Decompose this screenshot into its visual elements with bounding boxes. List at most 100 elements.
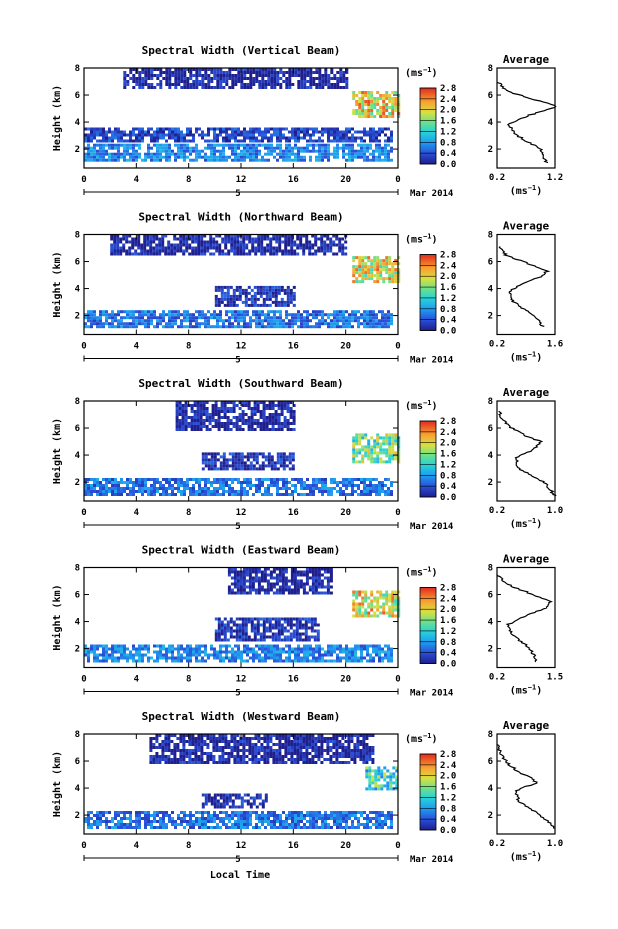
heatmap-cell — [261, 644, 264, 648]
heatmap-cell — [140, 249, 144, 253]
heatmap-cell — [387, 325, 390, 329]
heatmap-cell — [354, 130, 357, 134]
heatmap-cell — [149, 252, 153, 256]
heatmap-cell — [341, 246, 345, 250]
heatmap-cell — [387, 487, 390, 490]
heatmap-cell — [261, 452, 265, 456]
heatmap-cell — [213, 68, 217, 71]
heatmap-cell — [297, 127, 300, 131]
heatmap-cell — [370, 265, 374, 269]
heatmap-cell — [246, 83, 250, 86]
heatmap-cell — [360, 322, 363, 326]
heatmap-cell — [309, 77, 313, 80]
heatmap-cell — [318, 310, 321, 314]
heatmap-cell — [102, 146, 105, 150]
heatmap-cell — [189, 83, 193, 86]
heatmap-cell — [147, 155, 150, 159]
heatmap-cell — [99, 659, 102, 663]
heatmap-cell — [252, 127, 255, 131]
heatmap-cell — [361, 112, 365, 115]
heatmap-cell — [358, 280, 362, 284]
heatmap-cell — [285, 127, 288, 131]
x-tick-label: 8 — [186, 675, 191, 685]
heatmap-cell — [191, 234, 195, 238]
heatmap-cell — [336, 83, 340, 86]
heatmap-cell — [204, 644, 207, 648]
heatmap-cell — [250, 300, 254, 304]
heatmap-cell — [336, 152, 339, 156]
heatmap-cell — [381, 659, 384, 663]
heatmap-cell — [222, 493, 225, 496]
heatmap-cell — [251, 246, 255, 250]
heatmap-cell — [164, 246, 168, 250]
heatmap-cell — [312, 139, 315, 143]
heatmap-cell — [255, 127, 258, 131]
heatmap-cell — [174, 152, 177, 156]
heatmap-cell — [176, 243, 180, 247]
heatmap-cell — [330, 653, 333, 657]
heatmap-cell — [158, 246, 162, 250]
heatmap-cell — [162, 325, 165, 329]
heatmap-cell — [189, 650, 192, 654]
heatmap-cell — [226, 422, 230, 425]
heatmap-cell — [351, 149, 354, 153]
heatmap-cell — [183, 325, 186, 329]
heatmap-cell — [184, 425, 188, 428]
heatmap-cell — [355, 596, 359, 600]
heatmap-cell — [231, 313, 234, 317]
heatmap-cell — [342, 478, 345, 481]
heatmap-cell — [131, 237, 135, 241]
heatmap-cell — [231, 152, 234, 156]
heatmap-cell — [363, 143, 366, 147]
heatmap-cell — [309, 653, 312, 657]
heatmap-cell — [305, 234, 309, 238]
heatmap-cell — [361, 596, 365, 600]
heatmap-cell — [217, 425, 221, 428]
heatmap-cell — [99, 155, 102, 159]
heatmap-cell — [342, 316, 345, 320]
heatmap-cell — [84, 127, 87, 131]
heatmap-cell — [358, 451, 362, 455]
heatmap-cell — [181, 428, 185, 431]
heatmap-cell — [219, 653, 222, 657]
heatmap-cell — [385, 602, 389, 606]
heatmap-cell — [276, 146, 279, 150]
heatmap-cell — [390, 650, 393, 654]
heatmap-cell — [197, 249, 201, 253]
heatmap-cell — [279, 322, 282, 326]
heatmap-cell — [231, 478, 234, 481]
heatmap-cell — [245, 246, 249, 250]
heatmap-cell — [237, 644, 240, 648]
heatmap-cell — [355, 608, 359, 612]
heatmap-cell — [113, 252, 117, 256]
heatmap-cell — [253, 291, 257, 295]
heatmap-cell — [387, 319, 390, 323]
heatmap-cell — [256, 632, 260, 636]
heatmap-cell — [266, 591, 270, 595]
heatmap-cell — [283, 404, 287, 407]
heatmap-cell — [307, 635, 311, 639]
heatmap-cell — [300, 316, 303, 320]
heatmap-cell — [379, 451, 383, 455]
heatmap-cell — [273, 322, 276, 326]
heatmap-cell — [273, 484, 276, 487]
heatmap-cell — [226, 407, 230, 410]
y-tick-label: 4 — [75, 285, 81, 295]
heatmap-cell — [147, 644, 150, 648]
heatmap-cell — [364, 112, 368, 115]
heatmap-cell — [341, 252, 345, 256]
heatmap-cell — [229, 632, 233, 636]
heatmap-cell — [119, 237, 123, 241]
heatmap-cell — [213, 467, 217, 471]
heatmap-cell — [219, 478, 222, 481]
heatmap-cell — [273, 133, 276, 137]
heatmap-cell — [390, 490, 393, 493]
heatmap-cell — [218, 249, 222, 253]
heatmap-cell — [186, 130, 189, 134]
heatmap-cell — [333, 136, 336, 140]
heatmap-cell — [308, 249, 312, 253]
heatmap-cell — [294, 74, 298, 77]
heatmap-cell — [360, 146, 363, 150]
beam-panel-3: Spectral Width (Eastward Beam)0 4 8 12 16 20 0… — [51, 544, 563, 699]
heatmap-cell — [321, 647, 324, 651]
